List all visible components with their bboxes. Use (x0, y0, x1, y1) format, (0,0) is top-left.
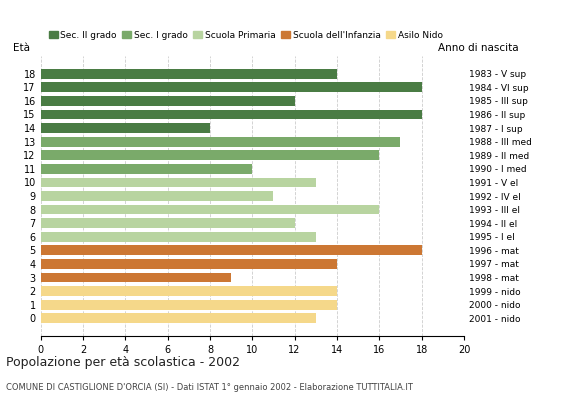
Bar (41, 273, 231, 282)
Text: Età: Età (13, 43, 30, 53)
Bar (41, 69, 337, 78)
Bar (41, 259, 337, 269)
Bar (41, 286, 337, 296)
Text: Popolazione per età scolastica - 2002: Popolazione per età scolastica - 2002 (6, 356, 240, 369)
Text: COMUNE DI CASTIGLIONE D'ORCIA (SI) - Dati ISTAT 1° gennaio 2002 - Elaborazione T: COMUNE DI CASTIGLIONE D'ORCIA (SI) - Dat… (6, 383, 413, 392)
Bar (41, 218, 295, 228)
Bar (41, 191, 274, 201)
Bar (41, 137, 401, 146)
Bar (41, 82, 422, 92)
Bar (41, 178, 316, 187)
Bar (41, 164, 252, 174)
Legend: Sec. II grado, Sec. I grado, Scuola Primaria, Scuola dell'Infanzia, Asilo Nido: Sec. II grado, Sec. I grado, Scuola Prim… (45, 27, 447, 43)
Text: Anno di nascita: Anno di nascita (438, 43, 519, 53)
Bar (41, 246, 422, 255)
Bar (41, 205, 379, 214)
Bar (41, 123, 210, 133)
Bar (41, 110, 422, 119)
Bar (41, 314, 316, 323)
Bar (41, 150, 379, 160)
Bar (41, 300, 337, 310)
Bar (41, 232, 316, 242)
Bar (41, 96, 295, 106)
